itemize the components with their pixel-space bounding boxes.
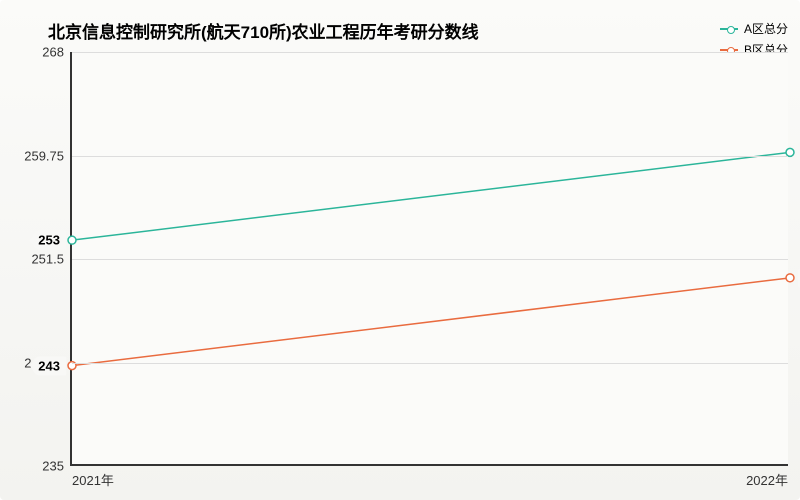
- data-point-marker: [786, 274, 794, 282]
- grid-line: [72, 259, 788, 260]
- y-axis-label: 268: [42, 45, 72, 60]
- y-axis-label: 259.75: [24, 148, 72, 163]
- data-point-label: 253: [32, 231, 66, 250]
- chart-container: 北京信息控制研究所(航天710所)农业工程历年考研分数线 A区总分 B区总分 2…: [0, 0, 800, 500]
- data-point-marker: [68, 236, 76, 244]
- grid-line: [72, 156, 788, 157]
- x-axis-label: 2021年: [72, 464, 114, 489]
- data-point-label: 243: [32, 356, 66, 375]
- grid-line: [72, 363, 788, 364]
- y-axis-label: 235: [42, 459, 72, 474]
- legend-swatch-a: [720, 28, 738, 30]
- series-line: [72, 152, 790, 240]
- chart-title: 北京信息控制研究所(航天710所)农业工程历年考研分数线: [48, 18, 479, 43]
- y-axis-label: 251.5: [31, 252, 72, 267]
- legend-swatch-b: [720, 49, 738, 51]
- legend-item-a: A区总分: [720, 20, 788, 37]
- legend-label-a: A区总分: [744, 20, 788, 37]
- series-line: [72, 278, 790, 366]
- grid-line: [72, 52, 788, 53]
- plot-area: 235243.25251.5259.752682021年2022年2532602…: [70, 52, 788, 466]
- x-axis-label: 2022年: [746, 464, 788, 489]
